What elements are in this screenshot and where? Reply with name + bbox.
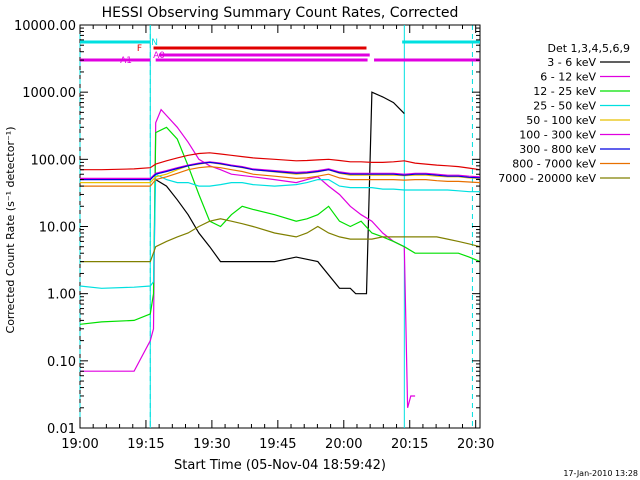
flag-label-n: N — [151, 38, 158, 48]
x-axis: 19:00 19:15 19:30 19:45 20:00 20:15 20:30 — [61, 25, 494, 452]
y-tick-label: 10000.00 — [14, 19, 76, 34]
x-tick-label: 19:45 — [259, 437, 296, 452]
flag-label-a0: A0 — [153, 51, 165, 61]
legend-label: 50 - 100 keV — [526, 114, 596, 127]
legend-title: Det 1,3,4,5,6,9 — [547, 42, 630, 55]
x-axis-label: Start Time (05-Nov-04 18:59:42) — [174, 458, 386, 473]
y-tick-label: 0.10 — [47, 355, 76, 370]
y-tick-label: 100.00 — [31, 153, 77, 168]
legend-label: 100 - 300 keV — [519, 129, 596, 142]
flag-label-a1: A1 — [120, 56, 132, 66]
series-line-8 — [80, 218, 481, 263]
footer-date: 17-Jan-2010 13:28 — [563, 469, 638, 478]
legend-label: 3 - 6 keV — [547, 56, 596, 69]
series-line-1 — [80, 108, 416, 408]
series-line-9 — [80, 152, 481, 171]
series-line-2 — [79, 126, 481, 325]
x-tick-label: 19:30 — [193, 437, 230, 452]
legend-label: 300 - 800 keV — [519, 143, 596, 156]
y-axis: 0.01 0.10 1.00 10.00 100.00 1000.00 10000.00 — [14, 19, 480, 437]
series-line-6 — [80, 161, 481, 181]
plot-area: NF A0 A1 — [79, 24, 481, 429]
x-tick-label: 20:00 — [325, 437, 362, 452]
series-line-3 — [79, 173, 480, 289]
y-tick-label: 0.01 — [47, 422, 76, 437]
legend-label: 800 - 7000 keV — [512, 158, 596, 171]
series-line-7 — [80, 165, 481, 187]
chart-title: HESSI Observing Summary Count Rates, Cor… — [102, 5, 459, 21]
legend-label: 12 - 25 keV — [533, 85, 596, 98]
legend-label: 6 - 12 keV — [540, 71, 596, 84]
x-tick-label: 20:15 — [391, 437, 428, 452]
flag-label-f: F — [137, 44, 142, 54]
y-tick-label: 1000.00 — [22, 86, 76, 101]
y-axis-label: Corrected Count Rate (s⁻¹ detector⁻¹) — [4, 127, 17, 334]
legend-label: 7000 - 20000 keV — [498, 172, 596, 185]
plot-frame — [79, 24, 481, 429]
x-tick-label: 20:30 — [457, 437, 494, 452]
x-tick-label: 19:15 — [127, 437, 164, 452]
series-line-5 — [80, 161, 481, 179]
y-tick-label: 10.00 — [39, 221, 76, 236]
legend-label: 25 - 50 keV — [533, 100, 596, 113]
series-line-0 — [155, 91, 405, 295]
x-tick-label: 19:00 — [61, 437, 98, 452]
y-tick-label: 1.00 — [47, 288, 76, 303]
